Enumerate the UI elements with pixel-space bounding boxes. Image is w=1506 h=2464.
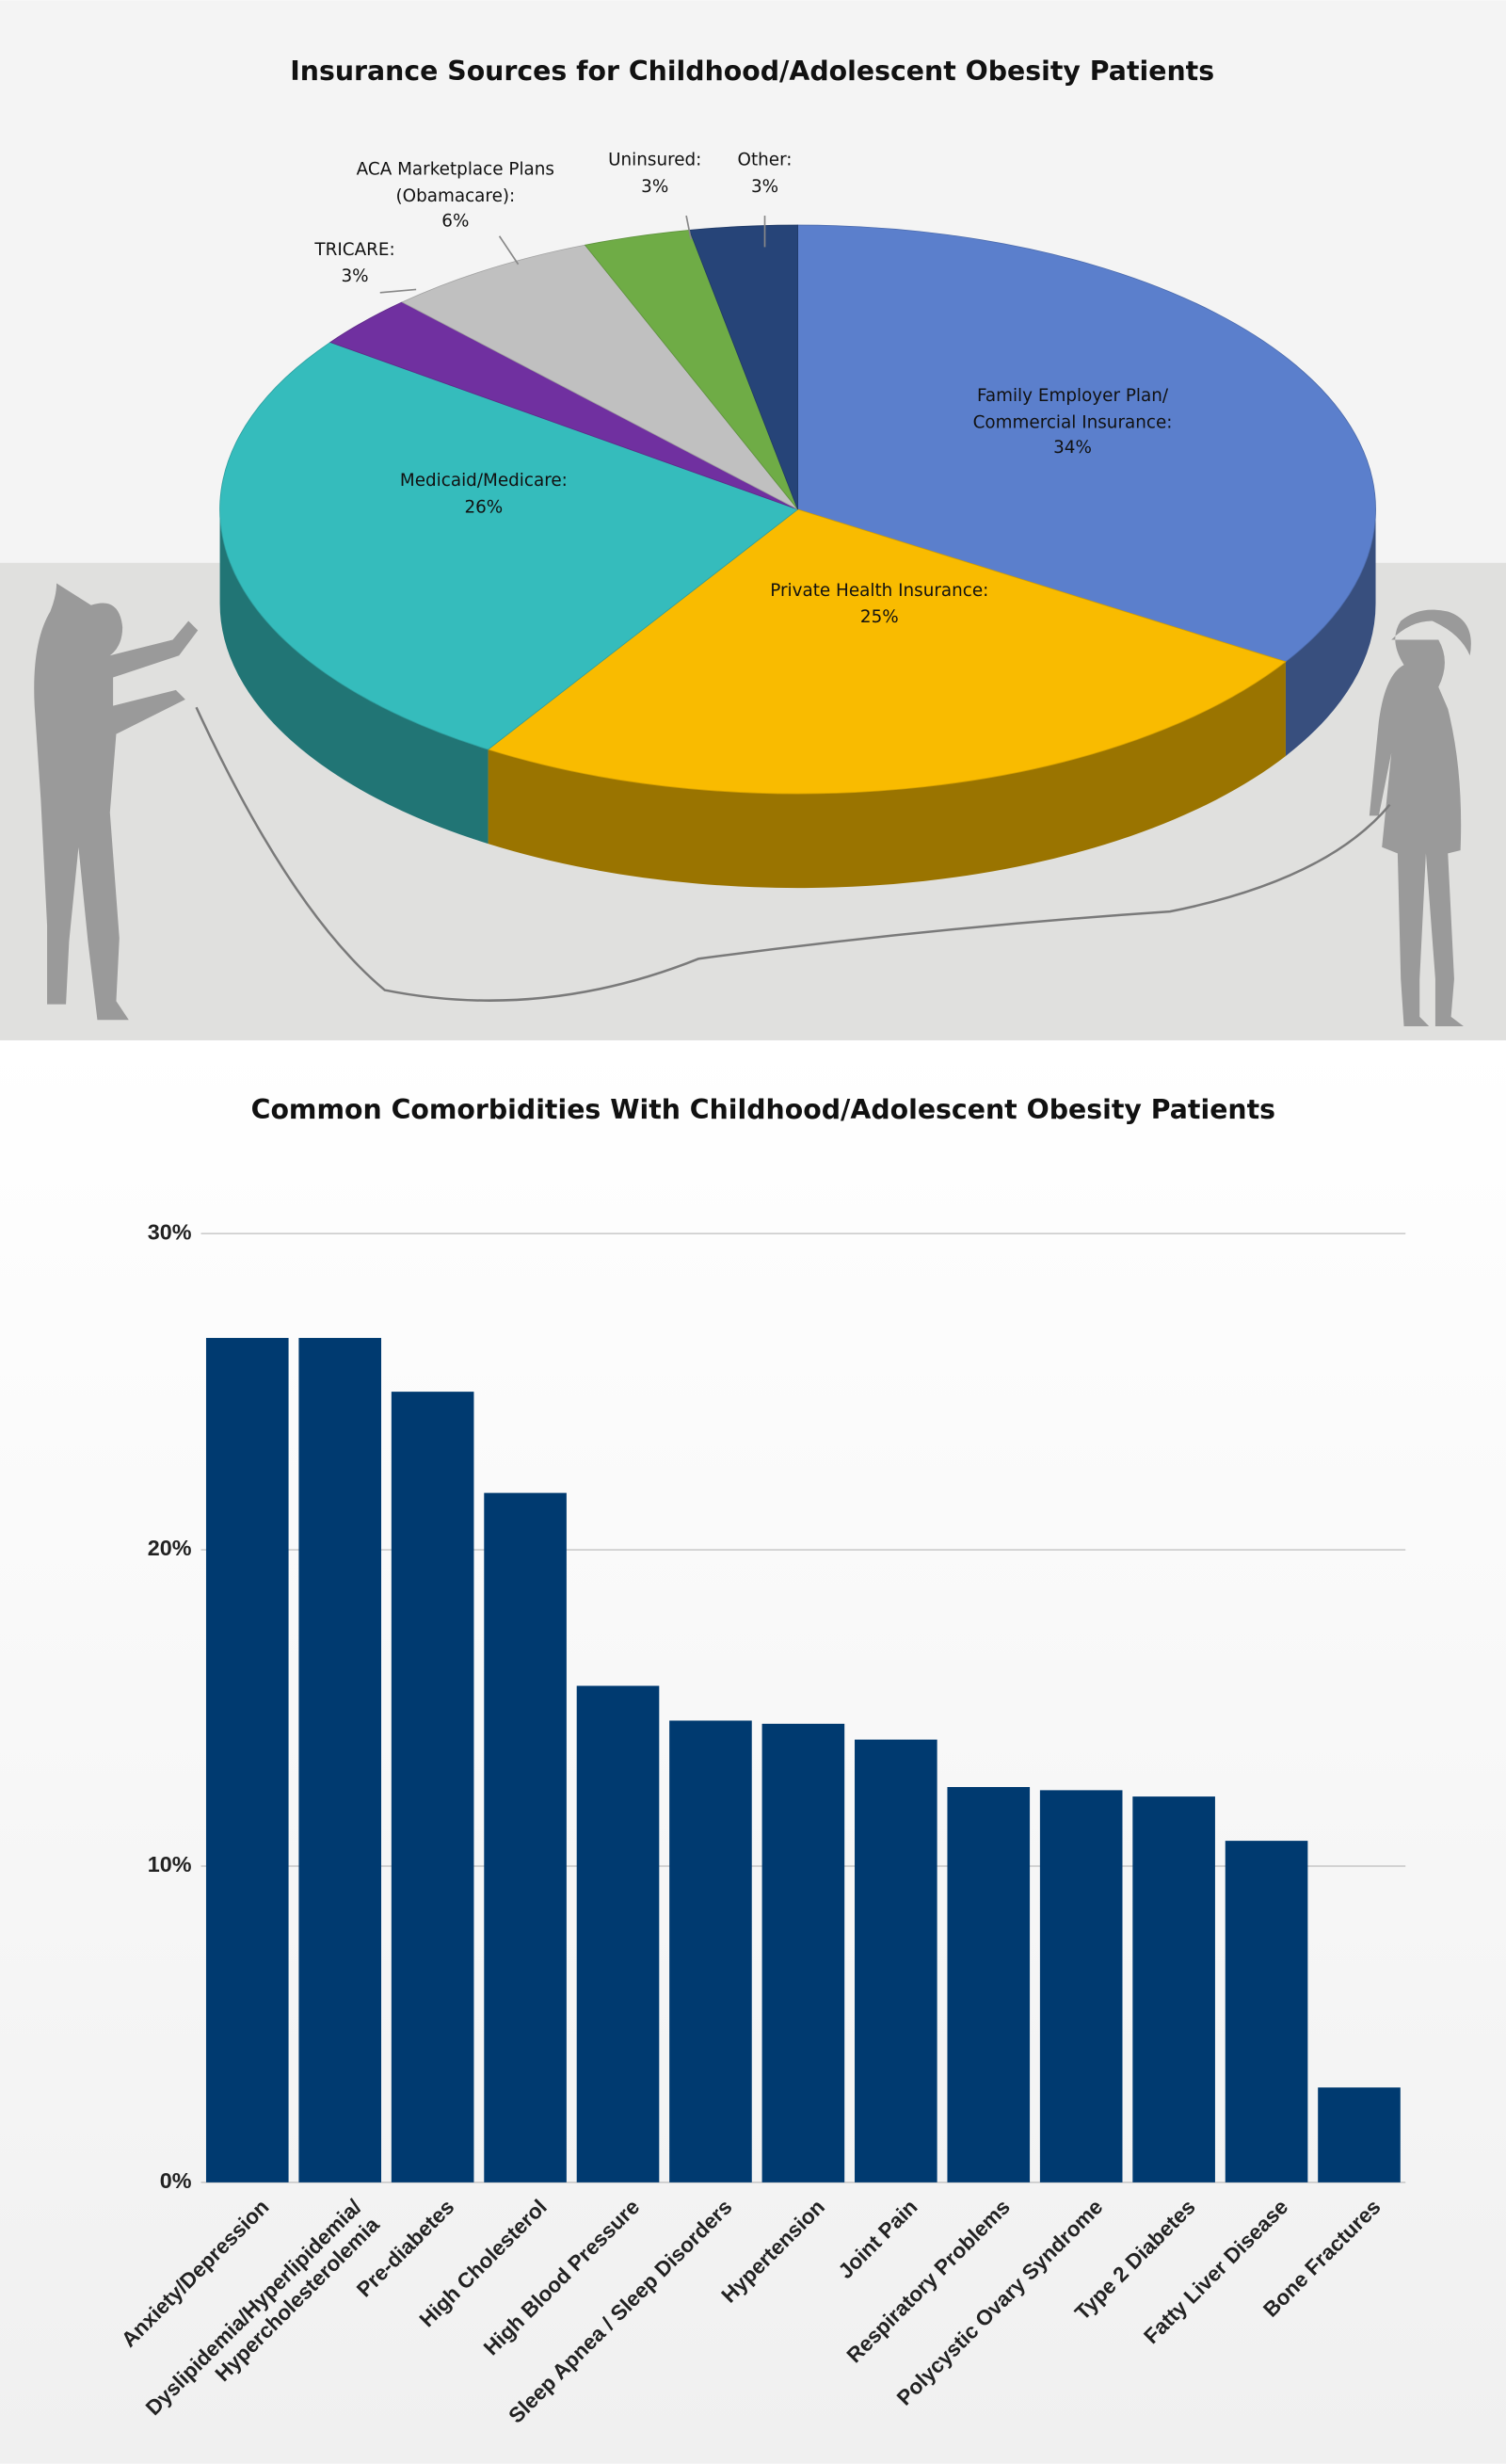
pie-side	[1285, 509, 1376, 756]
slice-label-box: Other: 3%	[717, 148, 811, 200]
leader-line	[379, 288, 417, 294]
slice-value: 25%	[859, 605, 899, 627]
slice-label: TRICARE: 3%	[292, 237, 417, 289]
leader-line	[498, 235, 520, 266]
bar	[205, 1338, 289, 2182]
slice-label: Private Health Insurance: 25%	[722, 578, 1036, 630]
slice-name: Family Employer Plan/ Commercial Insuran…	[972, 385, 1173, 432]
leader-line	[685, 215, 692, 240]
child-silhouette-right	[1369, 609, 1471, 1026]
slice-label: Medicaid/Medicare: 26%	[366, 469, 601, 521]
slice-value: 6%	[441, 211, 470, 232]
slice-label-box: TRICARE: 3%	[292, 237, 417, 289]
child-silhouette-left	[34, 583, 199, 1021]
pie-chart: Family Employer Plan/ Commercial Insuran…	[219, 148, 1376, 889]
pie-side	[488, 661, 1286, 889]
slice-label-box: Family Employer Plan/ Commercial Insuran…	[939, 384, 1207, 462]
bar	[1039, 1790, 1123, 2182]
slice-name: Medicaid/Medicare:	[399, 470, 568, 491]
bar	[1225, 1841, 1308, 2182]
bar	[484, 1492, 567, 2182]
pie-title: Insurance Sources for Childhood/Adolesce…	[290, 56, 1214, 87]
jump-rope	[195, 706, 1391, 1002]
slice-label-box: Uninsured: 3%	[592, 148, 717, 200]
slice-name: Private Health Insurance:	[770, 580, 989, 601]
slice-name: TRICARE:	[314, 239, 395, 260]
pie-slice	[219, 342, 799, 750]
slice-label-box: Medicaid/Medicare: 26%	[366, 469, 601, 521]
slice-label-box: ACA Marketplace Plans (Obamacare): 6%	[322, 157, 589, 235]
slice-name: ACA Marketplace Plans (Obamacare):	[356, 158, 554, 206]
pie-slice	[487, 508, 1287, 795]
bar	[1132, 1796, 1215, 2182]
y-tick-label: 30%	[148, 1219, 192, 1244]
slice-label: Uninsured: 3%	[592, 148, 717, 200]
y-tick-label: 10%	[148, 1852, 192, 1876]
y-tick-label: 0%	[160, 2168, 192, 2193]
bar-title: Common Comorbidities With Childhood/Adol…	[251, 1094, 1275, 1125]
slice-label: Family Employer Plan/ Commercial Insuran…	[939, 384, 1207, 462]
slice-value: 26%	[464, 495, 504, 517]
slice-value: 3%	[641, 175, 669, 197]
bar	[947, 1787, 1031, 2182]
bar	[298, 1338, 382, 2182]
slice-value: 3%	[341, 265, 369, 286]
bar	[855, 1739, 937, 2182]
bar	[669, 1720, 752, 2182]
silhouettes	[34, 583, 1471, 1026]
bar	[761, 1723, 845, 2182]
slice-value: 34%	[1053, 437, 1092, 458]
pie-side	[219, 509, 489, 845]
slice-label-box: Private Health Insurance: 25%	[722, 578, 1036, 630]
slice-label: ACA Marketplace Plans (Obamacare): 6%	[322, 157, 589, 235]
bar-chart: 0%10%20%30%Anxiety/DepressionDyslipidemi…	[117, 1219, 1406, 2427]
slice-name: Other:	[737, 149, 793, 170]
slice-value: 3%	[750, 175, 779, 197]
bar	[1318, 2087, 1401, 2182]
pie-slice	[401, 244, 798, 510]
slice-label: Other: 3%	[717, 148, 811, 200]
bar	[391, 1392, 474, 2182]
slice-name: Uninsured:	[608, 149, 702, 170]
pie-slice	[797, 224, 1376, 663]
y-tick-label: 20%	[148, 1536, 192, 1560]
bar	[576, 1685, 660, 2182]
